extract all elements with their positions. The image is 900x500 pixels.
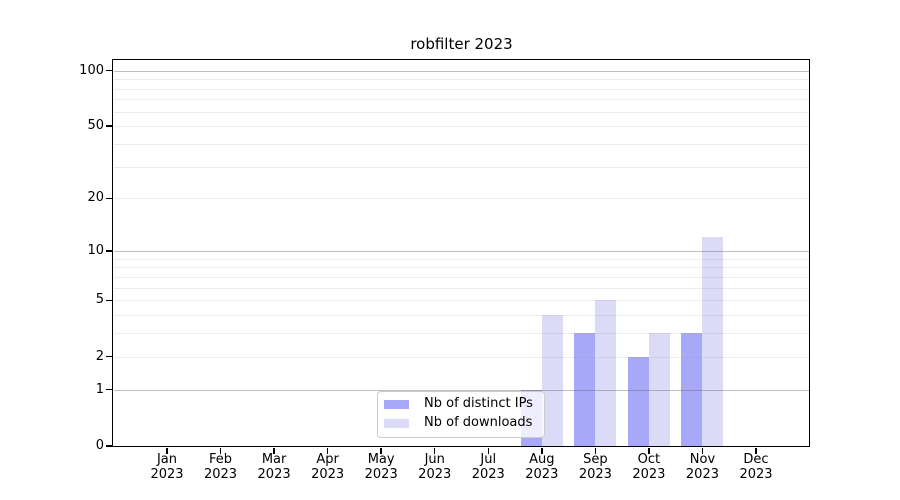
x-tick-mark — [434, 447, 436, 454]
y-gridline-minor — [114, 356, 809, 358]
x-tick-label-line: Sep — [583, 452, 608, 467]
bar-nb-of-downloads-sep-2023 — [595, 300, 617, 446]
bar-nb-of-distinct-ips-sep-2023 — [574, 333, 596, 446]
x-tick-label-jan-2023: Jan 2023 — [136, 452, 198, 482]
y-gridline-minor — [114, 166, 809, 168]
x-tick-label-oct-2023: Oct 2023 — [618, 452, 680, 482]
y-tick-mark — [106, 299, 113, 301]
chart-title: robfilter 2023 — [410, 35, 513, 53]
x-tick-label-line: Aug — [529, 452, 555, 467]
y-gridline-minor — [114, 276, 809, 278]
y-gridline-minor — [114, 287, 809, 289]
y-gridline-minor — [114, 99, 809, 101]
bar-nb-of-downloads-oct-2023 — [648, 333, 670, 446]
bar-nb-of-downloads-nov-2023 — [702, 237, 724, 446]
legend-swatch-nb-of-distinct-ips — [384, 400, 409, 409]
y-tick-mark — [106, 197, 113, 200]
y-gridline-minor — [114, 79, 809, 81]
y-gridline-major — [114, 389, 809, 391]
x-tick-label-line: Jul — [480, 452, 497, 467]
x-tick-label-aug-2023: Aug 2023 — [511, 452, 573, 482]
x-tick-label-line: 2023 — [418, 467, 452, 482]
y-tick-label: 2 — [95, 348, 104, 364]
y-gridline-major — [114, 70, 809, 72]
x-tick-label-line: 2023 — [739, 467, 773, 482]
x-tick-mark — [541, 447, 543, 454]
x-tick-label-nov-2023: Nov 2023 — [671, 452, 733, 482]
y-gridline-minor — [114, 267, 809, 269]
y-gridline-minor — [114, 111, 809, 113]
x-tick-label-line: Feb — [209, 452, 233, 467]
x-tick-mark — [648, 447, 650, 454]
x-tick-label-apr-2023: Apr 2023 — [297, 452, 359, 482]
y-tick-label: 20 — [87, 190, 104, 206]
x-tick-label-line: Jun — [424, 452, 445, 467]
x-tick-mark — [487, 447, 489, 454]
x-tick-label-line: Jan — [156, 452, 178, 467]
y-tick-label: 0 — [95, 438, 104, 453]
x-tick-label-line: 2023 — [685, 467, 719, 482]
legend-label-nb-of-downloads: Nb of downloads — [424, 415, 533, 430]
x-tick-mark — [166, 447, 168, 454]
x-tick-label-line: 2023 — [632, 467, 666, 482]
y-gridline-minor — [114, 258, 809, 260]
x-tick-label-line: Nov — [689, 452, 716, 467]
x-tick-label-line: Apr — [316, 452, 339, 467]
x-tick-mark — [219, 447, 222, 454]
bar-nb-of-distinct-ips-oct-2023 — [627, 356, 649, 446]
bar-nb-of-distinct-ips-nov-2023 — [681, 333, 703, 446]
y-tick-label: 100 — [79, 62, 104, 78]
legend-swatch-nb-of-downloads — [384, 419, 409, 428]
y-tick-label: 50 — [87, 118, 104, 134]
x-tick-mark — [755, 447, 757, 454]
x-tick-label-line: Mar — [261, 452, 287, 467]
x-tick-mark — [273, 447, 275, 454]
x-tick-mark — [380, 447, 382, 454]
x-tick-label-may-2023: May 2023 — [350, 452, 412, 482]
x-tick-label-jun-2023: Jun 2023 — [404, 452, 466, 482]
x-tick-label-dec-2023: Dec 2023 — [725, 452, 787, 482]
x-tick-label-line: 2023 — [364, 467, 398, 482]
y-gridline-minor — [114, 88, 809, 90]
x-tick-label-jul-2023: Jul 2023 — [457, 452, 519, 482]
y-tick-mark — [106, 125, 113, 127]
x-tick-label-line: 2023 — [578, 467, 612, 482]
x-tick-mark — [701, 447, 704, 454]
y-gridline-minor — [114, 126, 809, 128]
x-tick-label-line: 2023 — [311, 467, 345, 482]
x-tick-label-line: May — [367, 452, 395, 467]
y-gridline-major — [114, 250, 809, 252]
legend-label-nb-of-distinct-ips: Nb of distinct IPs — [424, 396, 533, 411]
legend: Nb of distinct IPs Nb of downloads — [377, 391, 545, 438]
x-tick-label-line: Dec — [743, 452, 769, 467]
y-tick-mark — [106, 69, 113, 72]
x-tick-label-line: Oct — [637, 452, 661, 467]
x-tick-label-line: 2023 — [257, 467, 291, 482]
x-tick-label-line: 2023 — [525, 467, 559, 482]
y-gridline-minor — [114, 143, 809, 145]
plot-area — [113, 60, 810, 446]
y-gridline-minor — [114, 333, 809, 335]
y-gridline-minor — [114, 315, 809, 317]
y-tick-mark — [106, 388, 113, 391]
y-tick-label: 5 — [95, 292, 104, 308]
x-tick-label-mar-2023: Mar 2023 — [243, 452, 305, 482]
x-tick-label-sep-2023: Sep 2023 — [564, 452, 626, 482]
x-tick-mark — [594, 447, 597, 454]
y-tick-mark — [106, 445, 113, 447]
x-tick-label-line: 2023 — [471, 467, 505, 482]
y-tick-label: 10 — [87, 242, 104, 258]
x-tick-label-line: 2023 — [150, 467, 184, 482]
x-tick-mark — [326, 447, 329, 454]
y-tick-mark — [106, 250, 113, 252]
x-tick-label-line: 2023 — [203, 467, 238, 482]
y-tick-label: 1 — [95, 381, 104, 397]
bar-nb-of-downloads-aug-2023 — [541, 315, 563, 446]
x-tick-label-feb-2023: Feb 2023 — [190, 452, 252, 482]
y-gridline-minor — [114, 300, 809, 302]
y-tick-mark — [106, 355, 113, 358]
y-gridline-minor — [114, 198, 809, 200]
